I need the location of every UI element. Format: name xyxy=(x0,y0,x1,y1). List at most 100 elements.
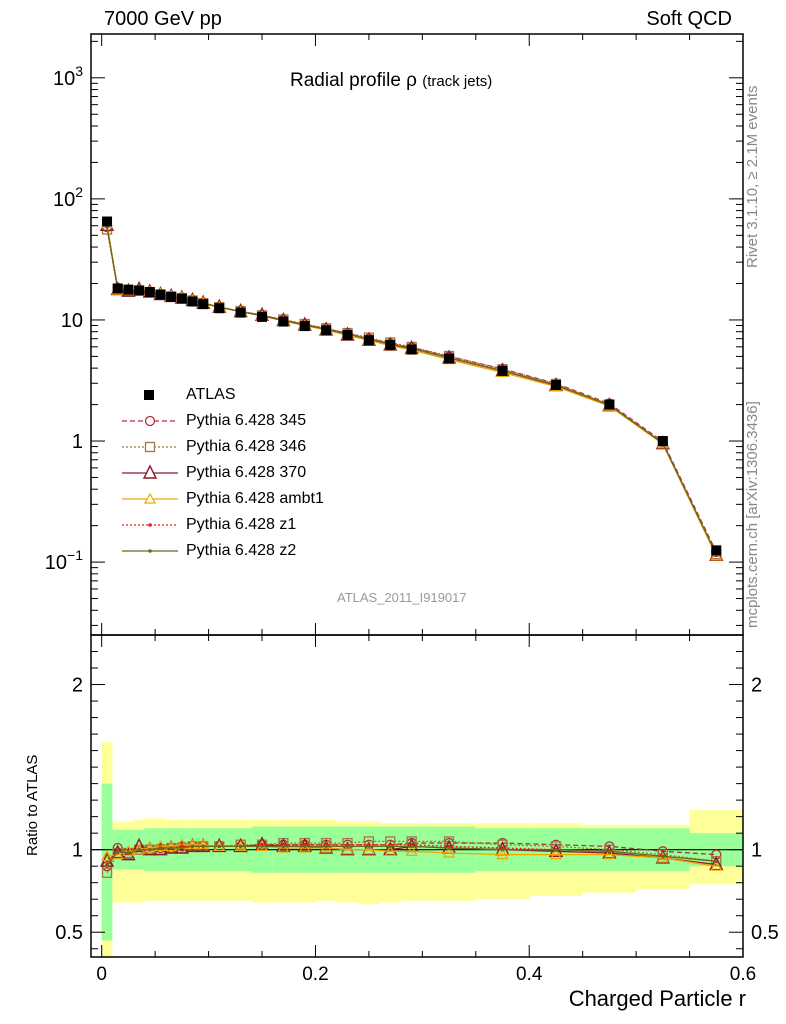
mc-line-ratio xyxy=(106,844,717,865)
mc-line-main xyxy=(106,229,717,555)
x-tick-label: 0 xyxy=(96,964,107,985)
mc-point-ratio xyxy=(101,867,113,878)
legend-label: Pythia 6.428 370 xyxy=(186,464,307,481)
mc-point-ratio xyxy=(661,854,665,858)
mc-point-ratio xyxy=(277,841,290,853)
mc-line-ratio xyxy=(106,844,717,867)
mc-point-ratio xyxy=(298,841,311,853)
mc-point-ratio xyxy=(101,850,114,861)
mc-point-ratio xyxy=(303,844,307,848)
rivet-version-text: Rivet 3.1.10, ≥ 2.1M events xyxy=(744,85,761,269)
atlas-data-point xyxy=(363,335,374,346)
mc-point-ratio xyxy=(281,844,285,848)
x-tick-label: 0.4 xyxy=(516,964,543,985)
mc-point-ratio xyxy=(154,840,167,851)
mc-point-ratio xyxy=(180,846,184,850)
mc-point-ratio xyxy=(217,844,221,848)
legend-symbol xyxy=(144,390,154,400)
legend-label: Pythia 6.428 z1 xyxy=(186,516,297,533)
atlas-data-point xyxy=(604,399,615,410)
mc-point-ratio xyxy=(367,844,371,848)
atlas-data-point xyxy=(187,296,198,307)
x-tick-label: 0.6 xyxy=(730,964,756,985)
mc-point-ratio xyxy=(116,849,120,853)
mc-point-ratio xyxy=(341,843,354,855)
mc-point-ratio xyxy=(143,841,156,853)
atlas-data-point xyxy=(406,344,417,355)
atlas-data-point xyxy=(123,284,134,295)
atlas-data-point xyxy=(102,216,113,227)
mc-point-ratio xyxy=(158,846,163,850)
atlas-data-point xyxy=(112,283,123,294)
header-right: Soft QCD xyxy=(646,8,732,30)
mc-point-ratio xyxy=(340,841,355,856)
mc-point-ratio xyxy=(239,844,243,848)
x-axis-label: Charged Particle r xyxy=(568,986,746,1011)
legend-label: Pythia 6.428 346 xyxy=(186,438,307,455)
mcplots-reference-text: mcplots.cern.ch [arXiv:1306.3436] xyxy=(744,401,761,628)
y-tick-label: 10 xyxy=(61,310,83,332)
mc-point-ratio xyxy=(276,837,291,853)
atlas-data-point xyxy=(711,545,722,556)
atlas-data-point xyxy=(278,316,289,327)
legend-item: Pythia 6.428 z2 xyxy=(120,540,296,562)
y-tick-label: 102 xyxy=(53,184,83,211)
atlas-data-point xyxy=(550,380,561,391)
legend-item: Pythia 6.428 z1 xyxy=(120,514,296,536)
mc-point-ratio xyxy=(384,845,397,856)
legend-item: Pythia 6.428 346 xyxy=(120,436,306,458)
ratio-y-tick-label-right: 2 xyxy=(751,675,762,697)
mc-point-ratio xyxy=(554,848,558,852)
ratio-y-tick-label: 0.5 xyxy=(55,922,83,944)
legend-item: Pythia 6.428 370 xyxy=(120,462,306,484)
mc-point-ratio xyxy=(361,841,377,856)
legend-label: Pythia 6.428 z2 xyxy=(186,542,297,559)
mc-point-ratio xyxy=(410,844,414,848)
mc-point-ratio xyxy=(137,848,141,852)
ratio-y-tick-label-right: 0.5 xyxy=(751,922,779,944)
mc-point-ratio xyxy=(607,849,611,853)
mc-point-ratio xyxy=(197,838,210,850)
mc-point-ratio xyxy=(656,851,669,863)
atlas-data-point xyxy=(176,293,187,304)
mc-point-ratio xyxy=(254,836,270,851)
ratio-y-tick-label-right: 1 xyxy=(751,840,762,862)
mc-point-ratio xyxy=(126,851,131,855)
atlas-data-point xyxy=(155,289,166,300)
legend-symbol xyxy=(122,441,178,453)
plot-title-sub: (track jets) xyxy=(422,73,493,90)
mc-point-ratio xyxy=(297,837,312,853)
plot-title-main: Radial profile ρ xyxy=(290,70,417,91)
mc-point-ratio xyxy=(549,848,562,860)
legend-symbol xyxy=(122,523,178,527)
mc-point-main xyxy=(710,549,723,561)
mc-point-ratio xyxy=(122,845,135,856)
mc-point-ratio xyxy=(190,844,195,848)
legend-item: Pythia 6.428 ambt1 xyxy=(120,488,324,510)
atlas-data-point xyxy=(342,330,353,341)
analysis-id: ATLAS_2011_I919017 xyxy=(337,590,467,605)
plot-title: Radial profile ρ (track jets) xyxy=(290,70,492,92)
atlas-data-point xyxy=(144,287,155,298)
legend-item: Pythia 6.428 345 xyxy=(120,410,306,432)
atlas-data-point xyxy=(214,303,225,314)
atlas-data-point xyxy=(497,365,508,376)
mc-point-ratio xyxy=(345,844,350,848)
mc-point-ratio xyxy=(496,848,509,860)
mc-point-ratio xyxy=(105,864,109,868)
atlas-data-point xyxy=(166,291,177,302)
legend-symbol xyxy=(122,492,178,504)
mc-line-ratio xyxy=(106,845,717,867)
atlas-data-point xyxy=(385,340,396,351)
atlas-data-point xyxy=(321,325,332,336)
ratio-y-axis-label: Ratio to ATLAS xyxy=(24,754,41,856)
y-tick-label: 10−1 xyxy=(45,547,83,574)
mc-point-ratio xyxy=(320,841,333,853)
mc-point-ratio xyxy=(383,841,398,856)
legend-symbol xyxy=(122,415,178,427)
legend-symbol xyxy=(122,549,178,553)
atlas-data-point xyxy=(444,353,455,364)
mc-point-ratio xyxy=(447,846,451,850)
atlas-data-point xyxy=(235,307,246,318)
ratio-y-tick-label: 2 xyxy=(72,675,83,697)
